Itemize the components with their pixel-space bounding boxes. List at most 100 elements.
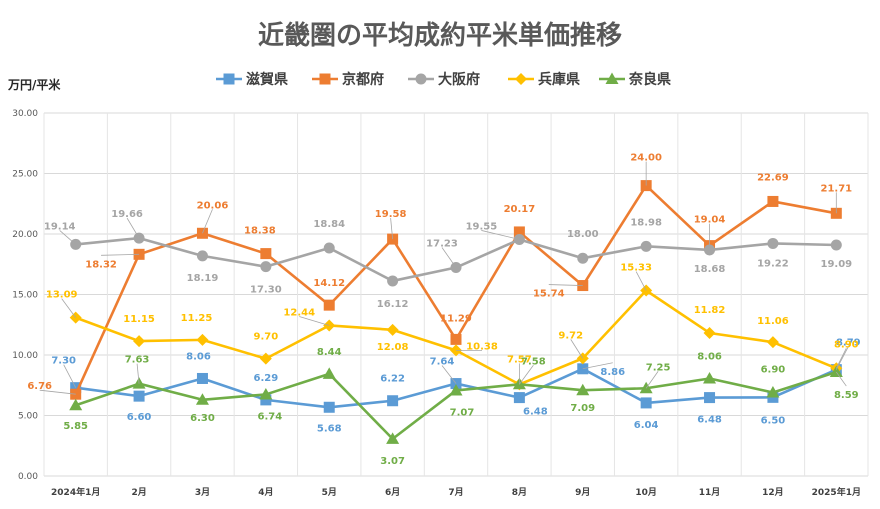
circle-marker <box>196 250 208 262</box>
square-marker <box>387 395 399 407</box>
data-label: 6.48 <box>523 407 548 418</box>
square-marker <box>640 397 652 409</box>
leader-line <box>441 247 457 268</box>
data-label: 7.63 <box>125 355 150 366</box>
data-label: 6.29 <box>254 373 279 384</box>
square-marker <box>704 392 716 404</box>
y-tick-label: 0.00 <box>18 472 38 482</box>
circle-marker <box>767 237 779 249</box>
data-label: 6.74 <box>258 411 283 422</box>
data-label: 16.12 <box>377 299 409 310</box>
data-label: 17.23 <box>426 239 458 250</box>
leader-line <box>126 217 140 239</box>
leader-line <box>582 362 613 370</box>
y-tick-label: 30.00 <box>12 109 38 119</box>
leader-line <box>481 230 520 240</box>
x-tick-label: 5月 <box>322 487 337 498</box>
triangle-marker <box>259 387 273 400</box>
circle-marker <box>577 252 589 264</box>
leader-line <box>519 365 534 385</box>
diamond-marker <box>703 326 716 339</box>
x-tick-label: 2月 <box>131 487 146 498</box>
data-label: 20.06 <box>197 200 229 211</box>
leader-line <box>39 389 76 395</box>
data-label: 18.19 <box>187 273 219 284</box>
circle-marker <box>260 261 272 273</box>
leader-line <box>548 284 583 286</box>
triangle-marker <box>69 398 83 411</box>
data-label: 19.09 <box>820 259 852 270</box>
diamond-marker <box>196 333 209 346</box>
leader-line <box>835 348 847 369</box>
x-tick-label: 11月 <box>699 487 721 498</box>
data-label: 7.57 <box>507 354 532 365</box>
leader-line <box>570 339 584 359</box>
data-label: 9.70 <box>254 332 279 343</box>
diamond-marker <box>515 73 527 85</box>
square-marker <box>223 73 235 85</box>
y-tick-label: 25.00 <box>12 170 38 180</box>
x-axis-ticks: 2024年1月 2月 3月 4月 5月 6月 7月 8月 9月 10月 11月 12月 2025年1月 <box>51 486 861 498</box>
leader-line <box>390 218 394 240</box>
square-marker <box>323 401 335 413</box>
data-label: 8.90 <box>834 339 859 350</box>
data-label: 19.55 <box>466 221 498 232</box>
diamond-marker <box>386 323 399 336</box>
leader-line <box>101 253 140 256</box>
data-label: 18.32 <box>85 259 117 270</box>
square-marker <box>196 372 208 384</box>
data-label: 8.59 <box>834 390 859 401</box>
x-tick-label: 6月 <box>385 487 400 498</box>
x-tick-label: 9月 <box>575 487 590 498</box>
leader-line <box>136 363 140 384</box>
legend-label: 奈良県 <box>628 71 671 88</box>
data-label: 5.68 <box>317 423 342 434</box>
x-tick-label: 12月 <box>762 487 784 498</box>
data-labels: 7.30 6.60 8.06 6.29 5.68 6.22 7.64 6.48 8.86 6.04… <box>27 153 860 467</box>
triangle-marker <box>829 365 843 378</box>
diamond-marker <box>133 335 146 348</box>
data-label: 8.06 <box>697 351 722 362</box>
y-axis-unit-label: 万円/平米 <box>7 77 61 92</box>
x-tick-label: 8月 <box>512 487 527 498</box>
circle-marker <box>415 73 427 85</box>
square-marker <box>767 195 779 207</box>
data-label: 6.22 <box>380 374 405 385</box>
data-label: 11.29 <box>440 313 472 324</box>
x-tick-label: 4月 <box>258 487 273 498</box>
square-marker <box>133 390 145 402</box>
circle-marker <box>704 244 716 256</box>
data-label: 11.82 <box>694 305 726 316</box>
data-label: 19.66 <box>111 209 143 220</box>
data-label: 6.90 <box>761 365 786 376</box>
triangle-marker <box>605 72 619 84</box>
square-marker <box>260 248 272 260</box>
data-label: 18.98 <box>630 217 662 228</box>
data-label: 18.84 <box>313 219 345 230</box>
data-label: 7.30 <box>51 356 76 367</box>
data-label: 15.33 <box>620 263 652 274</box>
data-label: 8.44 <box>317 347 342 358</box>
data-label: 6.48 <box>697 415 722 426</box>
data-label: 7.07 <box>450 407 475 418</box>
data-label: 19.58 <box>375 209 407 220</box>
data-label: 5.85 <box>63 421 88 432</box>
leader-line <box>61 298 77 318</box>
data-label: 7.58 <box>521 356 546 367</box>
data-label: 14.12 <box>313 278 345 289</box>
legend-label: 兵庫県 <box>538 71 580 88</box>
y-tick-label: 15.00 <box>12 291 38 301</box>
triangle-marker <box>386 432 400 444</box>
grid <box>43 112 869 477</box>
data-label: 11.25 <box>181 313 213 324</box>
triangle-marker <box>576 383 590 396</box>
data-label: 9.72 <box>558 330 583 341</box>
data-label: 21.71 <box>820 183 852 194</box>
square-marker <box>513 226 525 238</box>
circle-marker <box>830 239 842 251</box>
triangle-marker <box>449 383 463 396</box>
triangle-marker <box>703 371 717 384</box>
leader-line <box>299 316 330 326</box>
y-tick-label: 5.00 <box>18 412 38 422</box>
data-label: 24.00 <box>630 153 662 164</box>
